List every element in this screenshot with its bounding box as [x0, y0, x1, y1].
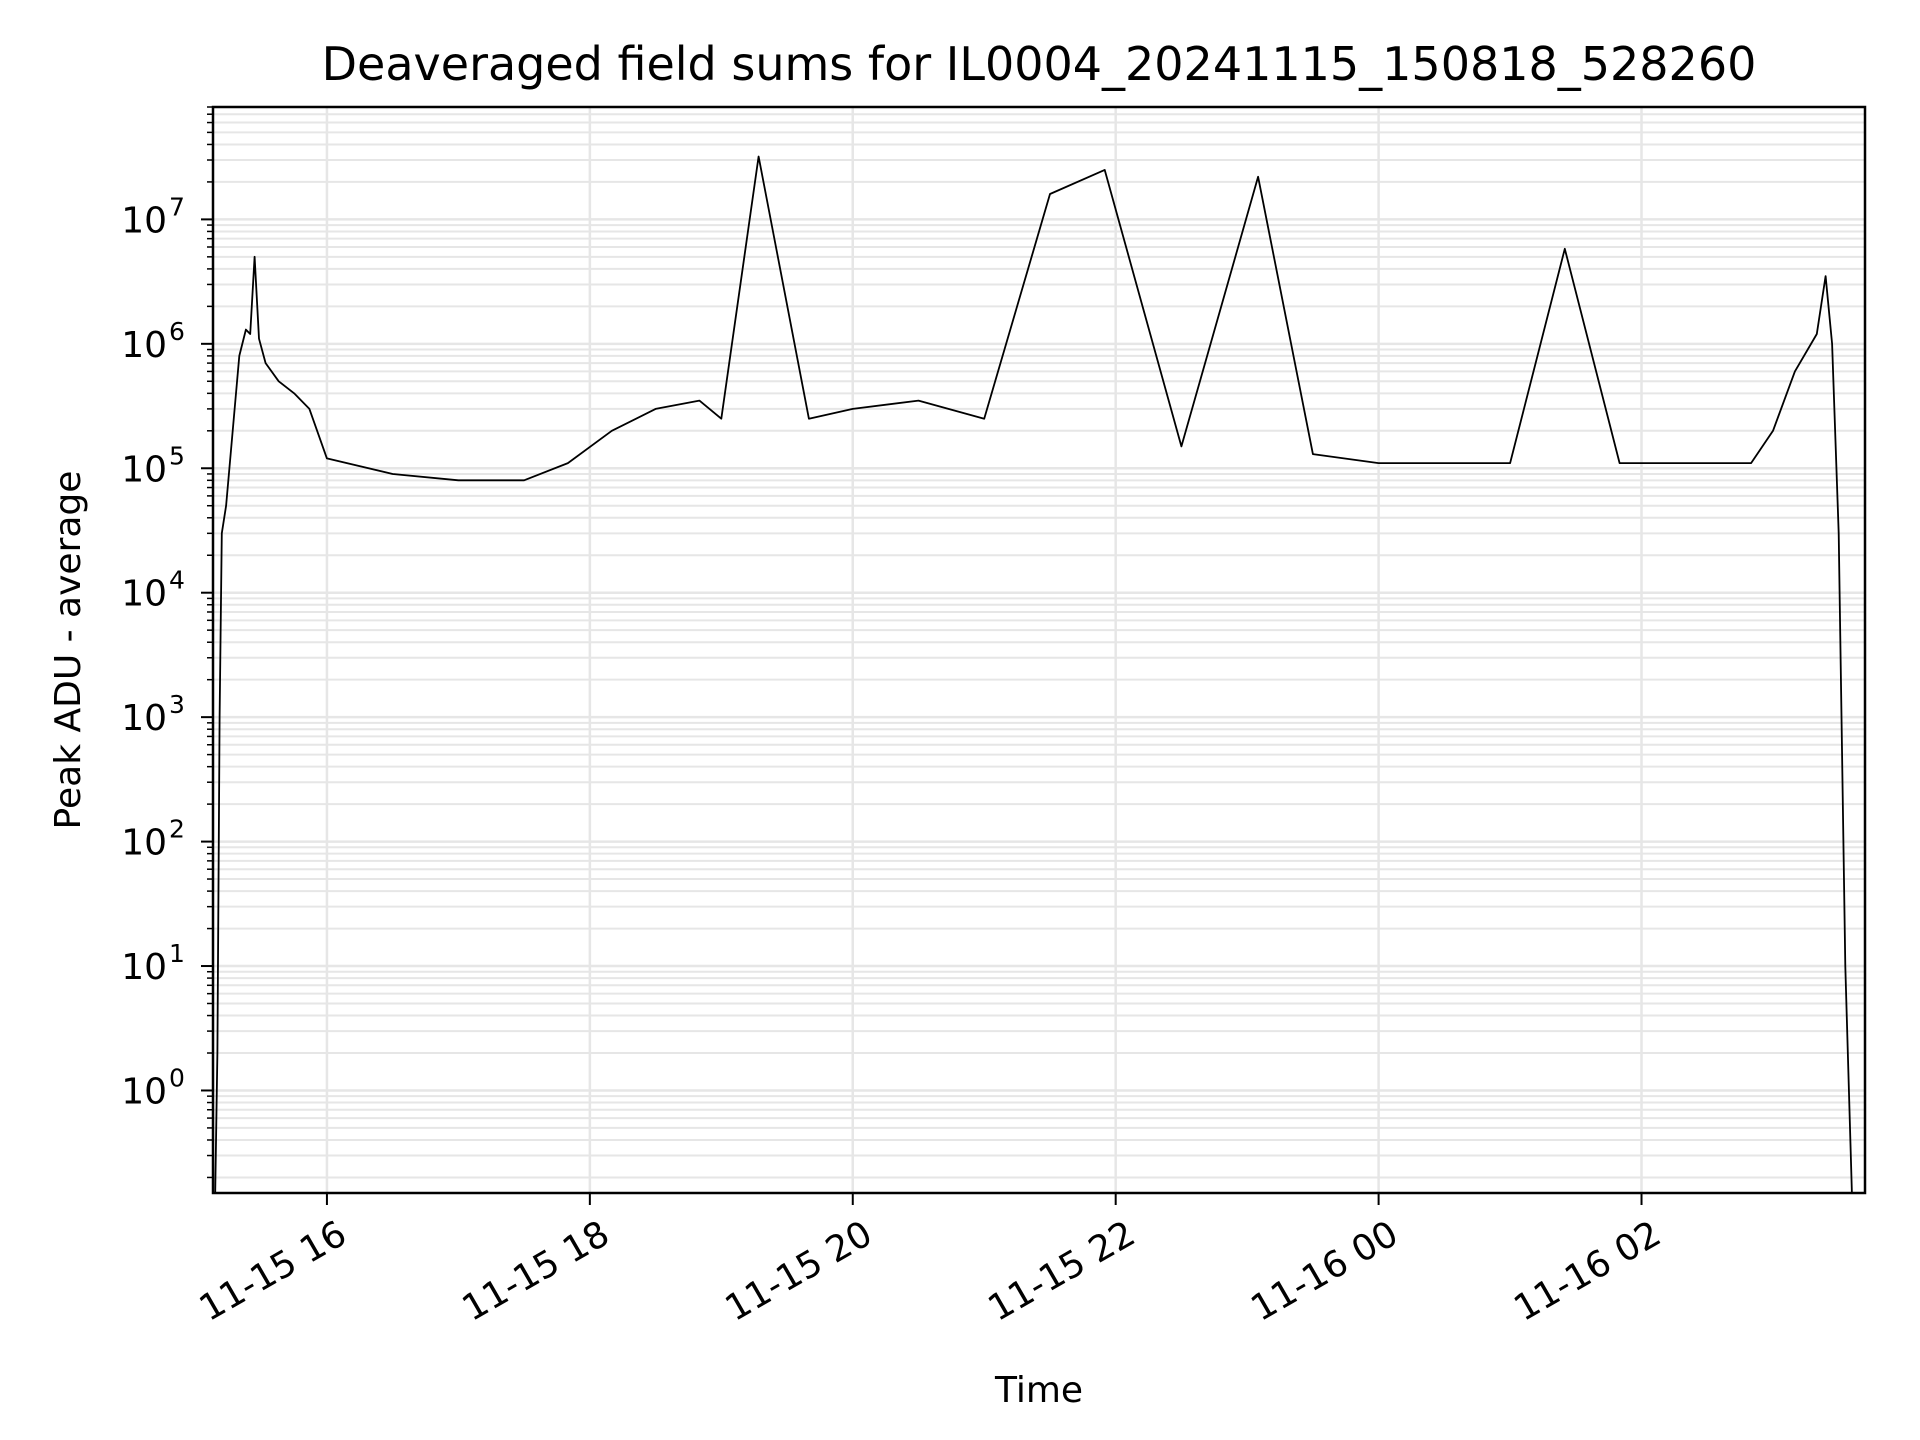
y-tick-exponent: 3 [169, 690, 185, 719]
y-tick-exponent: 0 [169, 1063, 185, 1092]
y-tick-label: 10 [121, 200, 167, 241]
series-line [214, 155, 1853, 1194]
plot-frame [211, 105, 1867, 1195]
y-tick-label: 10 [121, 947, 167, 988]
y-axis-label: Peak ADU - average [48, 471, 89, 830]
y-tick-label: 10 [121, 325, 167, 366]
y-tick-exponent: 6 [169, 317, 185, 346]
x-axis-label: Time [994, 1370, 1083, 1411]
y-tick-label: 10 [121, 698, 167, 739]
y-tick-label: 10 [121, 1071, 167, 1112]
y-tick-label: 10 [121, 574, 167, 615]
y-tick-label: 10 [121, 823, 167, 864]
chart-title: Deaveraged field sums for IL0004_2024111… [322, 37, 1757, 91]
y-tick-exponent: 4 [169, 566, 185, 595]
grid-layer [213, 106, 1865, 1193]
series-layer [214, 155, 1853, 1194]
y-tick-exponent: 7 [169, 192, 185, 221]
y-tick-label: 10 [121, 449, 167, 490]
y-tick-exponent: 2 [169, 815, 185, 844]
y-tick-exponent: 5 [169, 441, 185, 470]
y-tick-exponent: 1 [169, 939, 185, 968]
